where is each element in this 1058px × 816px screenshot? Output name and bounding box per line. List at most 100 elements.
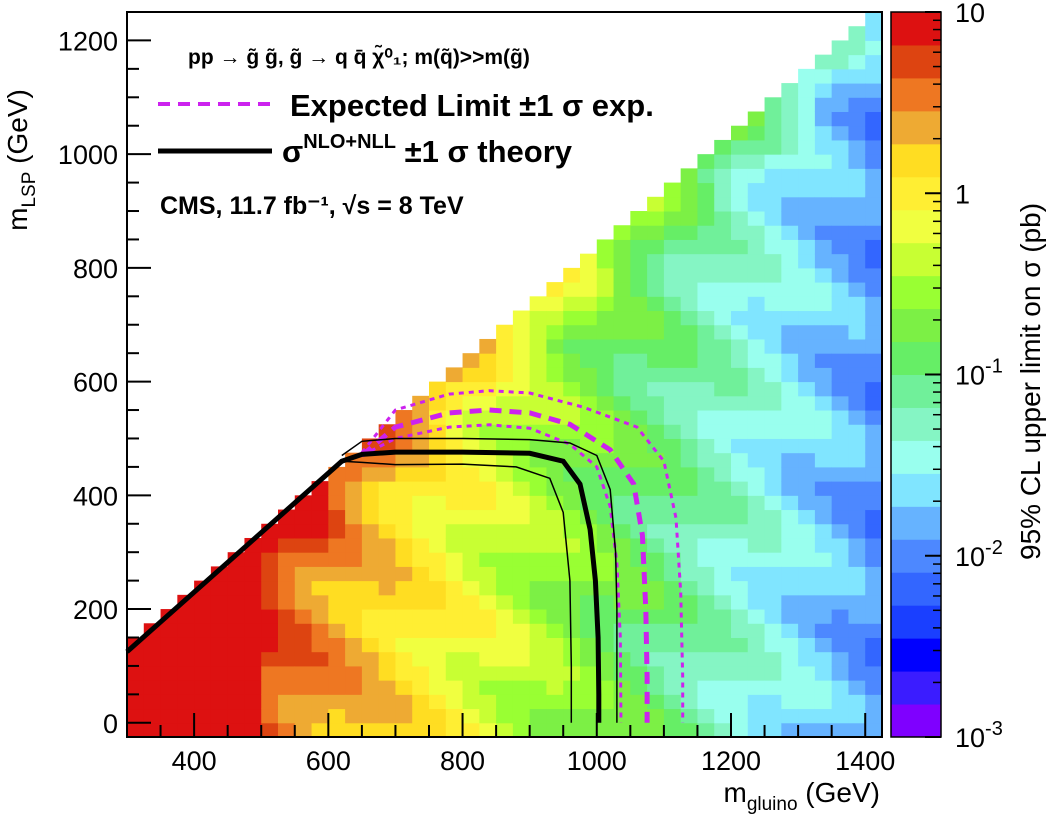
heatmap-cell [613, 324, 631, 340]
heatmap-cell [798, 410, 816, 425]
heatmap-cell [848, 239, 866, 255]
heatmap-cell [395, 452, 413, 468]
y-tick-label: 200 [73, 595, 118, 625]
heatmap-cell [764, 623, 782, 638]
heatmap-cell [781, 239, 799, 255]
heatmap-cell [630, 580, 648, 596]
heatmap-cell [865, 680, 883, 695]
heatmap-cell [781, 438, 799, 454]
heatmap-cell [496, 665, 514, 681]
heatmap-cell [630, 523, 648, 539]
color-scale-bin [891, 506, 941, 540]
heatmap-cell [647, 267, 665, 283]
heatmap-cell [697, 438, 715, 454]
heatmap-cell [563, 637, 581, 653]
heatmap-cell [361, 594, 380, 610]
cms-label: CMS, 11.7 fb⁻¹, √s = 8 TeV [160, 192, 464, 220]
heatmap-cell [798, 68, 816, 84]
heatmap-cell [680, 424, 698, 439]
heatmap-cell [798, 296, 816, 312]
heatmap-cell [731, 694, 749, 710]
heatmap-cell [781, 552, 799, 567]
heatmap-cell [831, 367, 849, 383]
heatmap-cell [429, 680, 447, 695]
heatmap-cell [747, 566, 766, 582]
heatmap-cell [345, 694, 363, 710]
heatmap-cell [865, 495, 883, 511]
heatmap-cell [781, 182, 799, 198]
heatmap-cell [345, 566, 363, 582]
heatmap-cell [311, 651, 329, 667]
heatmap-cell [814, 282, 833, 297]
heatmap-cell [731, 139, 749, 155]
color-scale-bin [891, 275, 941, 310]
heatmap-cell [546, 651, 564, 667]
heatmap-cell [512, 452, 531, 468]
heatmap-cell [496, 580, 514, 596]
heatmap-cell [244, 594, 262, 610]
heatmap-cell [210, 637, 229, 653]
heatmap-cell [831, 40, 849, 56]
heatmap-cell [848, 310, 866, 326]
heatmap-cell [747, 537, 766, 553]
heatmap-cell [395, 481, 413, 496]
heatmap-cell [512, 694, 531, 710]
heatmap-cell [814, 97, 833, 113]
heatmap-cell [227, 708, 245, 724]
heatmap-cell [814, 54, 833, 70]
heatmap-cell [680, 680, 698, 695]
heatmap-cell [714, 367, 732, 383]
heatmap-cell [663, 665, 682, 681]
heatmap-cell [697, 424, 715, 439]
heatmap-cell [395, 708, 413, 724]
heatmap-cell [798, 424, 816, 439]
heatmap-cell [261, 694, 279, 710]
heatmap-cell [714, 296, 732, 312]
heatmap-cell [798, 225, 816, 240]
heatmap-cell [764, 594, 782, 610]
heatmap-cell [814, 225, 833, 240]
heatmap-cell [831, 509, 849, 525]
heatmap-cell [781, 225, 799, 240]
heatmap-cell [680, 623, 698, 638]
heatmap-cell [731, 424, 749, 439]
heatmap-cell [613, 665, 631, 681]
heatmap-cell [580, 637, 598, 653]
heatmap-cell [714, 438, 732, 454]
heatmap-cell [261, 580, 279, 596]
heatmap-cell [848, 623, 866, 638]
heatmap-cell [445, 722, 464, 738]
heatmap-cell [311, 694, 329, 710]
heatmap-cell [613, 438, 631, 454]
heatmap-cell [848, 395, 866, 411]
heatmap-cell [747, 452, 766, 468]
heatmap-cell [731, 566, 749, 582]
heatmap-cell [529, 324, 547, 340]
heatmap-cell [814, 111, 833, 127]
heatmap-cell [445, 609, 464, 624]
heatmap-cell [764, 410, 782, 425]
heatmap-cell [479, 438, 497, 454]
color-scale-bin [891, 12, 941, 46]
heatmap-cell [630, 296, 648, 312]
heatmap-cell [831, 225, 849, 240]
heatmap-cell [613, 637, 631, 653]
heatmap-cell [747, 125, 766, 141]
heatmap-cell [798, 523, 816, 539]
heatmap-cell [429, 552, 447, 567]
heatmap-cell [831, 452, 849, 468]
heatmap-cell [345, 651, 363, 667]
heatmap-cell [630, 623, 648, 638]
heatmap-cell [848, 353, 866, 368]
heatmap-cell [865, 12, 883, 27]
heatmap-cell [227, 623, 245, 638]
heatmap-cell [563, 580, 581, 596]
heatmap-cell [194, 609, 212, 624]
heatmap-cell [680, 481, 698, 496]
color-scale-bin [891, 44, 941, 79]
heatmap-cell [764, 452, 782, 468]
heatmap-cell [747, 509, 766, 525]
heatmap-cell [596, 395, 615, 411]
heatmap-cell [848, 182, 866, 198]
heatmap-cell [647, 651, 665, 667]
